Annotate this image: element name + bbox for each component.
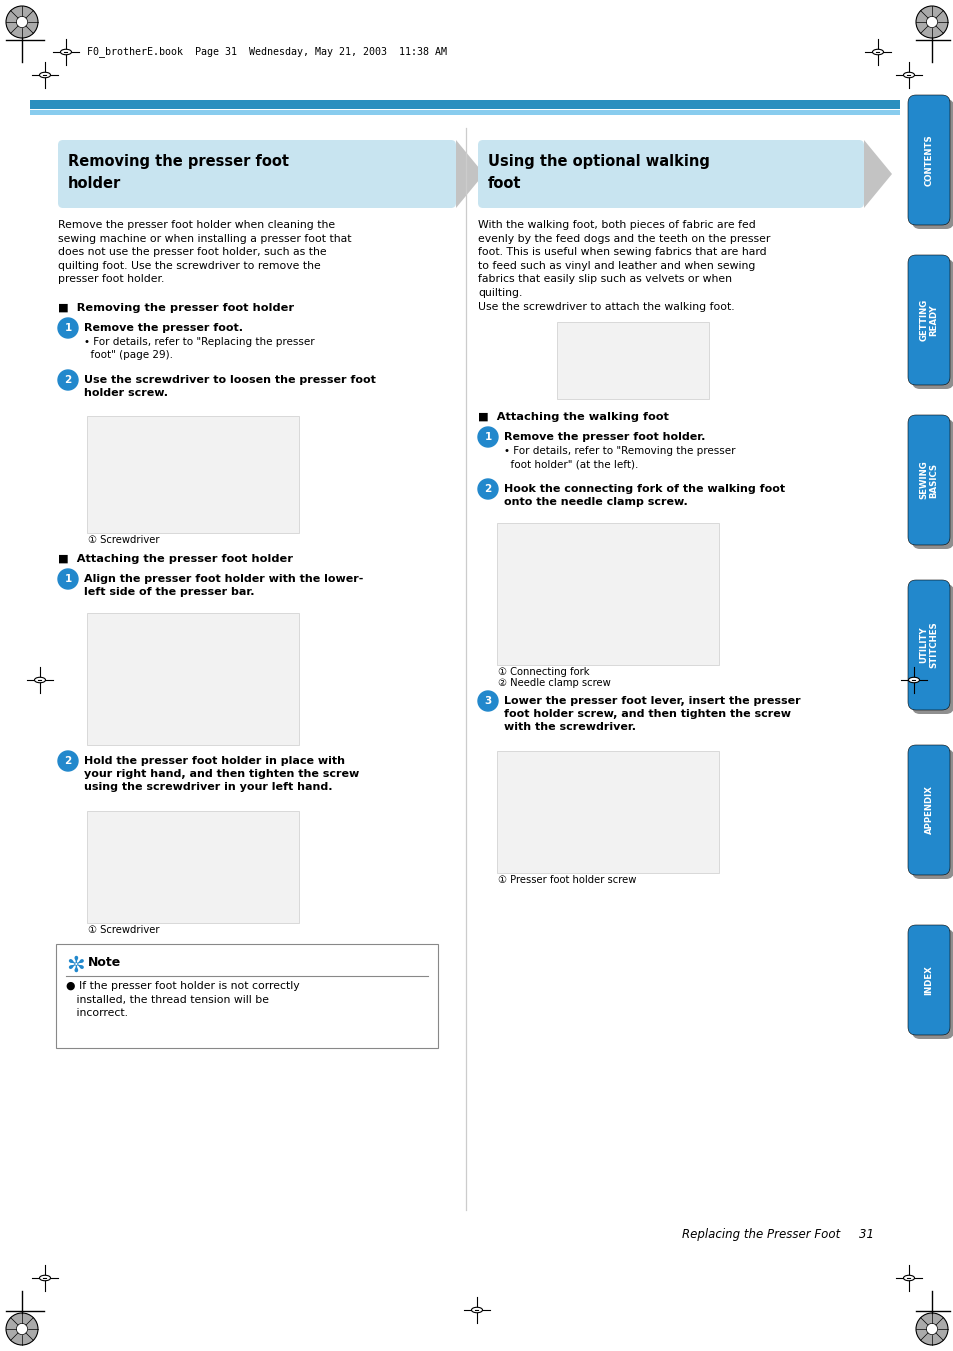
FancyBboxPatch shape xyxy=(911,748,953,880)
Text: Hold the presser foot holder in place with
your right hand, and then tighten the: Hold the presser foot holder in place wi… xyxy=(84,757,359,793)
Text: Note: Note xyxy=(88,957,121,969)
Text: Hook the connecting fork of the walking foot
onto the needle clamp screw.: Hook the connecting fork of the walking … xyxy=(503,484,784,507)
FancyBboxPatch shape xyxy=(87,416,298,534)
Bar xyxy=(30,100,899,109)
Text: F0_brotherE.book  Page 31  Wednesday, May 21, 2003  11:38 AM: F0_brotherE.book Page 31 Wednesday, May … xyxy=(87,46,447,58)
Text: Using the optional walking: Using the optional walking xyxy=(488,154,709,169)
Text: INDEX: INDEX xyxy=(923,965,933,994)
Text: 1: 1 xyxy=(64,323,71,332)
Ellipse shape xyxy=(902,72,914,78)
Text: 2: 2 xyxy=(64,757,71,766)
Ellipse shape xyxy=(471,1308,482,1313)
FancyBboxPatch shape xyxy=(497,751,719,873)
Ellipse shape xyxy=(907,677,919,682)
FancyBboxPatch shape xyxy=(497,523,719,665)
Text: ① Screwdriver: ① Screwdriver xyxy=(88,535,159,544)
Text: ① Presser foot holder screw: ① Presser foot holder screw xyxy=(497,875,636,885)
FancyBboxPatch shape xyxy=(907,925,949,1035)
FancyBboxPatch shape xyxy=(911,99,953,230)
Circle shape xyxy=(477,480,497,499)
Circle shape xyxy=(58,751,78,771)
Text: ■  Removing the presser foot holder: ■ Removing the presser foot holder xyxy=(58,303,294,313)
FancyBboxPatch shape xyxy=(56,944,437,1048)
Text: ① Connecting fork: ① Connecting fork xyxy=(497,667,589,677)
Circle shape xyxy=(58,317,78,338)
Circle shape xyxy=(925,16,937,27)
Text: Removing the presser foot: Removing the presser foot xyxy=(68,154,289,169)
FancyBboxPatch shape xyxy=(87,613,298,744)
FancyBboxPatch shape xyxy=(907,255,949,385)
Text: Align the presser foot holder with the lower-
left side of the presser bar.: Align the presser foot holder with the l… xyxy=(84,574,363,597)
Text: GETTING
READY: GETTING READY xyxy=(919,299,938,340)
Ellipse shape xyxy=(872,49,882,55)
Text: 1: 1 xyxy=(64,574,71,584)
Text: APPENDIX: APPENDIX xyxy=(923,785,933,835)
FancyBboxPatch shape xyxy=(907,744,949,875)
Text: Lower the presser foot lever, insert the presser
foot holder screw, and then tig: Lower the presser foot lever, insert the… xyxy=(503,696,800,732)
Circle shape xyxy=(58,370,78,390)
FancyBboxPatch shape xyxy=(87,811,298,923)
Text: UTILITY
STITCHES: UTILITY STITCHES xyxy=(919,621,938,669)
Circle shape xyxy=(477,690,497,711)
FancyBboxPatch shape xyxy=(557,322,708,399)
Circle shape xyxy=(6,1313,38,1346)
Text: ● If the presser foot holder is not correctly
   installed, the thread tension w: ● If the presser foot holder is not corr… xyxy=(66,981,299,1019)
Ellipse shape xyxy=(902,1275,914,1281)
Text: 2: 2 xyxy=(64,376,71,385)
Ellipse shape xyxy=(39,72,51,78)
FancyBboxPatch shape xyxy=(911,584,953,713)
Ellipse shape xyxy=(39,1275,51,1281)
Circle shape xyxy=(477,427,497,447)
Circle shape xyxy=(6,5,38,38)
Circle shape xyxy=(915,5,947,38)
Text: Use the screwdriver to loosen the presser foot
holder screw.: Use the screwdriver to loosen the presse… xyxy=(84,376,375,399)
FancyBboxPatch shape xyxy=(911,259,953,389)
Text: ■  Attaching the walking foot: ■ Attaching the walking foot xyxy=(477,412,668,422)
Text: Remove the presser foot.: Remove the presser foot. xyxy=(84,323,243,332)
Text: 3: 3 xyxy=(484,696,491,707)
Text: Remove the presser foot holder when cleaning the
sewing machine or when installi: Remove the presser foot holder when clea… xyxy=(58,220,351,285)
FancyBboxPatch shape xyxy=(907,580,949,711)
Text: • For details, refer to "Removing the presser
  foot holder" (at the left).: • For details, refer to "Removing the pr… xyxy=(503,446,735,469)
FancyBboxPatch shape xyxy=(911,419,953,549)
FancyBboxPatch shape xyxy=(907,95,949,226)
Bar xyxy=(30,109,899,115)
Text: ✼: ✼ xyxy=(66,957,85,975)
Polygon shape xyxy=(456,141,483,208)
Polygon shape xyxy=(863,141,891,208)
Text: Remove the presser foot holder.: Remove the presser foot holder. xyxy=(503,432,704,442)
Circle shape xyxy=(16,1324,28,1335)
Circle shape xyxy=(58,569,78,589)
FancyBboxPatch shape xyxy=(911,929,953,1039)
Circle shape xyxy=(16,16,28,27)
Text: 1: 1 xyxy=(484,432,491,442)
Text: Replacing the Presser Foot     31: Replacing the Presser Foot 31 xyxy=(681,1228,873,1242)
Text: With the walking foot, both pieces of fabric are fed
evenly by the feed dogs and: With the walking foot, both pieces of fa… xyxy=(477,220,770,312)
FancyBboxPatch shape xyxy=(58,141,456,208)
Text: 2: 2 xyxy=(484,484,491,494)
Text: • For details, refer to "Replacing the presser
  foot" (page 29).: • For details, refer to "Replacing the p… xyxy=(84,336,314,361)
FancyBboxPatch shape xyxy=(907,415,949,544)
Text: ■  Attaching the presser foot holder: ■ Attaching the presser foot holder xyxy=(58,554,293,563)
Text: foot: foot xyxy=(488,176,521,190)
Text: SEWING
BASICS: SEWING BASICS xyxy=(919,461,938,500)
Text: ② Needle clamp screw: ② Needle clamp screw xyxy=(497,678,610,688)
Text: holder: holder xyxy=(68,176,121,190)
Circle shape xyxy=(915,1313,947,1346)
Text: CONTENTS: CONTENTS xyxy=(923,134,933,186)
FancyBboxPatch shape xyxy=(477,141,863,208)
Text: ① Screwdriver: ① Screwdriver xyxy=(88,925,159,935)
Ellipse shape xyxy=(34,677,46,682)
Ellipse shape xyxy=(60,49,71,55)
Circle shape xyxy=(925,1324,937,1335)
